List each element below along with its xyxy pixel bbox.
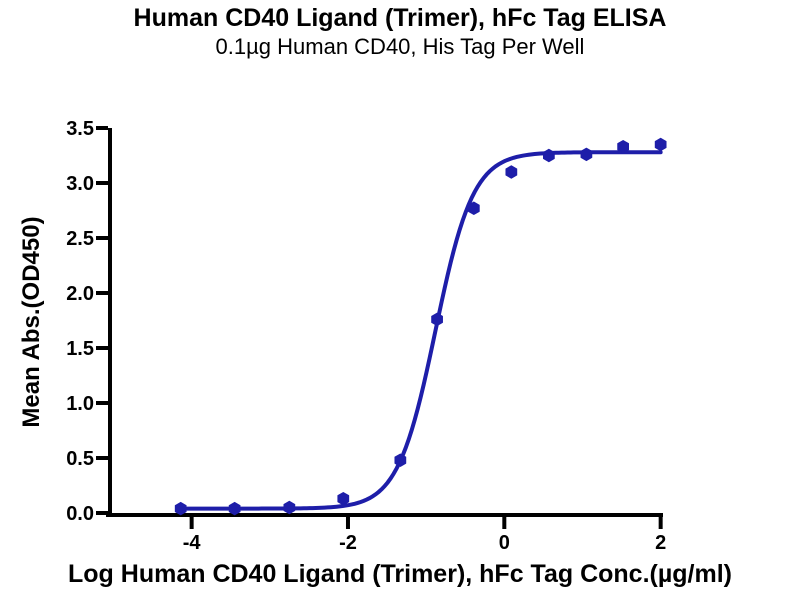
y-tick-label: 2.0 [66, 283, 94, 305]
data-point [174, 501, 187, 516]
data-point [283, 500, 296, 515]
y-tick-label: 0.5 [66, 448, 94, 470]
data-point [654, 137, 667, 152]
y-tick-label: 3.0 [66, 173, 94, 195]
y-tick-label: 3.5 [66, 118, 94, 140]
dose-response-curve [178, 150, 663, 511]
x-axis-title: Log Human CD40 Ligand (Trimer), hFc Tag … [68, 560, 732, 588]
data-points [174, 137, 667, 516]
data-point [617, 140, 629, 154]
axis-tick-labels: -4 -2 0 2 0.0 0.5 1.0 1.5 2.0 2.5 3.0 3.5 [66, 118, 666, 554]
x-tick-label: -4 [183, 532, 202, 554]
y-tick-label: 1.5 [66, 338, 94, 360]
data-point [337, 492, 350, 506]
fit-curve [178, 150, 663, 511]
x-tick-label: -2 [339, 532, 357, 554]
y-tick-label: 0.0 [66, 503, 94, 525]
data-point [467, 201, 480, 215]
data-point [431, 312, 443, 327]
x-tick-label: 0 [499, 532, 510, 554]
data-point [543, 148, 555, 163]
axis-ticks [96, 126, 663, 529]
x-tick-label: 2 [655, 532, 666, 554]
y-tick-label: 1.0 [66, 393, 94, 415]
data-point [228, 501, 241, 516]
y-tick-label: 2.5 [66, 228, 94, 250]
chart-subtitle: 0.1µg Human CD40, His Tag Per Well [215, 34, 585, 59]
axes [106, 128, 663, 517]
data-point [505, 165, 518, 179]
data-point [394, 453, 407, 467]
chart-title: Human CD40 Ligand (Trimer), hFc Tag ELIS… [133, 4, 667, 32]
data-point [580, 147, 593, 162]
